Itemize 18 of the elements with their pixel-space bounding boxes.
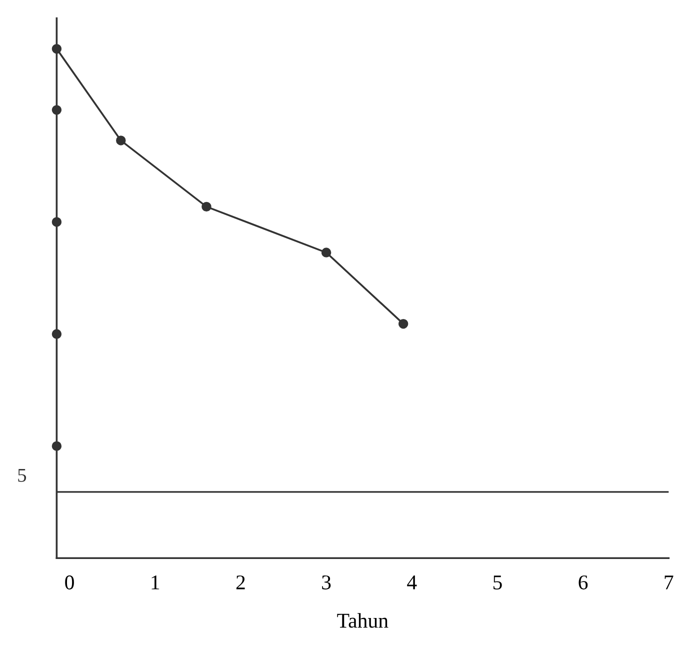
x-tick-label: 0 [65, 575, 74, 590]
x-tick-label: 2 [236, 575, 245, 590]
point [202, 202, 212, 212]
x-axis-title: Tahun [337, 613, 388, 628]
x-tick-label: 7 [664, 576, 674, 590]
point [52, 217, 62, 227]
point [52, 329, 62, 339]
x-tick-label: 4 [407, 576, 417, 590]
point [52, 105, 62, 115]
point [52, 441, 62, 451]
x-tick-label: 5 [493, 576, 502, 590]
x-tick-label: 1 [152, 575, 160, 590]
point [398, 318, 408, 329]
x-tick-label: 3 [322, 575, 331, 590]
point [321, 248, 332, 258]
text: 5 [18, 468, 26, 482]
x-tick-label: 6 [578, 575, 588, 590]
point [116, 136, 126, 146]
